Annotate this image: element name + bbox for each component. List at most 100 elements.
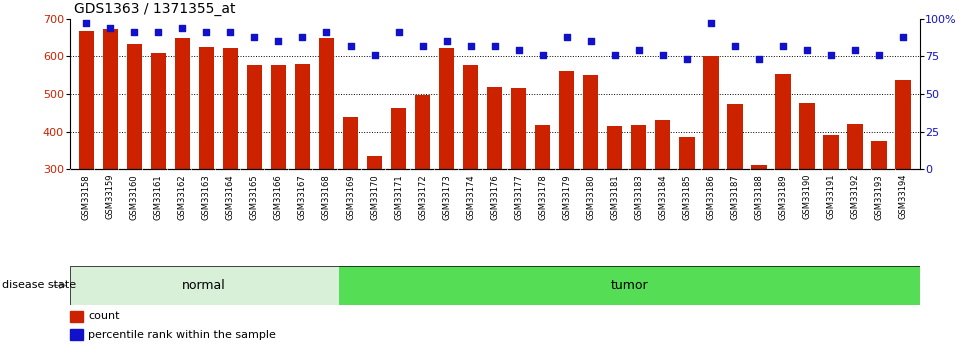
- Point: [775, 43, 790, 49]
- Point: [847, 48, 863, 53]
- Point: [751, 57, 766, 62]
- Bar: [175, 38, 190, 169]
- Bar: [367, 156, 383, 169]
- Bar: [78, 31, 94, 169]
- Point: [727, 43, 743, 49]
- Bar: [439, 48, 454, 169]
- Point: [703, 21, 719, 26]
- Point: [895, 34, 911, 40]
- Point: [414, 43, 430, 49]
- Text: GSM33179: GSM33179: [562, 174, 571, 219]
- Text: GSM33160: GSM33160: [129, 174, 139, 219]
- Text: GSM33181: GSM33181: [611, 174, 619, 219]
- Text: GSM33180: GSM33180: [586, 174, 595, 219]
- Point: [631, 48, 646, 53]
- Point: [127, 30, 142, 35]
- Text: GSM33162: GSM33162: [178, 174, 186, 219]
- Bar: [631, 125, 646, 169]
- Text: count: count: [88, 312, 120, 322]
- Point: [582, 39, 598, 44]
- Point: [246, 34, 262, 40]
- Text: GDS1363 / 1371355_at: GDS1363 / 1371355_at: [74, 1, 236, 16]
- Text: tumor: tumor: [611, 279, 648, 292]
- Bar: [871, 141, 887, 169]
- Text: GSM33190: GSM33190: [803, 174, 811, 219]
- Bar: [751, 165, 767, 169]
- Text: GSM33165: GSM33165: [250, 174, 259, 219]
- Bar: [222, 48, 239, 169]
- Point: [367, 52, 383, 58]
- Text: GSM33163: GSM33163: [202, 174, 211, 220]
- Text: percentile rank within the sample: percentile rank within the sample: [88, 330, 276, 340]
- Text: GSM33174: GSM33174: [466, 174, 475, 219]
- Bar: [582, 75, 599, 169]
- Point: [319, 30, 334, 35]
- Point: [295, 34, 310, 40]
- Point: [487, 43, 502, 49]
- Bar: [343, 117, 358, 169]
- Text: GSM33166: GSM33166: [274, 174, 283, 220]
- Text: GSM33158: GSM33158: [82, 174, 91, 219]
- Text: GSM33172: GSM33172: [418, 174, 427, 219]
- Text: GSM33193: GSM33193: [874, 174, 883, 219]
- Bar: [535, 125, 551, 169]
- Text: GSM33171: GSM33171: [394, 174, 403, 219]
- Point: [679, 57, 695, 62]
- Text: GSM33159: GSM33159: [106, 174, 115, 219]
- Bar: [127, 44, 142, 169]
- Point: [871, 52, 887, 58]
- Point: [102, 25, 118, 31]
- Text: GSM33191: GSM33191: [826, 174, 836, 219]
- Bar: [151, 53, 166, 169]
- Bar: [463, 66, 478, 169]
- Bar: [70, 311, 83, 322]
- Point: [559, 34, 575, 40]
- Text: GSM33185: GSM33185: [682, 174, 692, 219]
- Text: GSM33168: GSM33168: [322, 174, 331, 220]
- Bar: [338, 266, 920, 305]
- Point: [199, 30, 214, 35]
- Bar: [895, 80, 911, 169]
- Bar: [799, 104, 814, 169]
- Text: GSM33167: GSM33167: [298, 174, 307, 220]
- Point: [78, 21, 94, 26]
- Text: GSM33186: GSM33186: [706, 174, 715, 220]
- Text: GSM33187: GSM33187: [730, 174, 739, 220]
- Bar: [655, 120, 670, 169]
- Bar: [775, 74, 790, 169]
- Bar: [70, 329, 83, 340]
- Point: [223, 30, 239, 35]
- Point: [175, 25, 190, 31]
- Point: [823, 52, 838, 58]
- Point: [607, 52, 622, 58]
- Bar: [319, 38, 334, 169]
- Point: [343, 43, 358, 49]
- Text: GSM33161: GSM33161: [154, 174, 163, 219]
- Point: [270, 39, 286, 44]
- Point: [463, 43, 478, 49]
- Bar: [511, 88, 526, 169]
- Text: disease state: disease state: [2, 280, 76, 290]
- Text: GSM33178: GSM33178: [538, 174, 547, 220]
- Text: GSM33188: GSM33188: [754, 174, 763, 220]
- Text: GSM33177: GSM33177: [514, 174, 524, 220]
- Text: GSM33169: GSM33169: [346, 174, 355, 219]
- Bar: [607, 126, 622, 169]
- Text: GSM33173: GSM33173: [442, 174, 451, 220]
- Text: GSM33183: GSM33183: [634, 174, 643, 220]
- Point: [439, 39, 454, 44]
- Text: GSM33194: GSM33194: [898, 174, 907, 219]
- Bar: [295, 64, 310, 169]
- Bar: [847, 125, 863, 169]
- Text: GSM33170: GSM33170: [370, 174, 379, 219]
- Text: GSM33189: GSM33189: [779, 174, 787, 219]
- Bar: [414, 95, 431, 169]
- Bar: [558, 71, 575, 169]
- Point: [391, 30, 407, 35]
- Text: GSM33164: GSM33164: [226, 174, 235, 219]
- Bar: [487, 87, 502, 169]
- Text: GSM33184: GSM33184: [658, 174, 668, 219]
- Bar: [703, 57, 719, 169]
- Bar: [679, 137, 695, 169]
- Bar: [727, 104, 743, 169]
